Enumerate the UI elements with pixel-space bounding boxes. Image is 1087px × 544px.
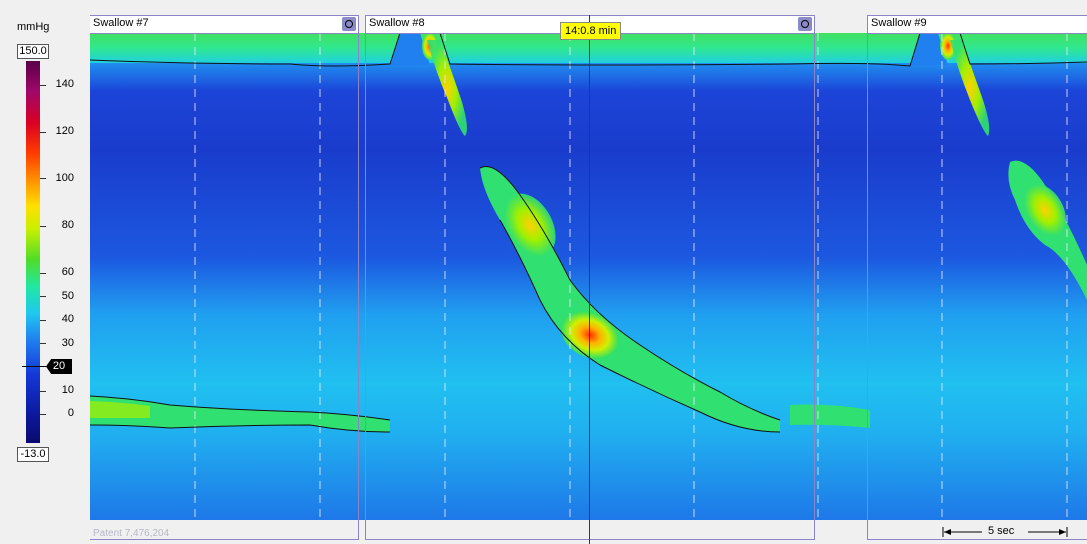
tick-label: 80	[61, 219, 74, 231]
swallow-options-button[interactable]	[342, 17, 356, 31]
scale-min-input[interactable]: -13.0	[17, 447, 49, 462]
tick-mark	[40, 320, 46, 321]
patent-notice: Patent 7,476,204	[93, 528, 170, 539]
swallow-header-9[interactable]: Swallow #9	[867, 15, 1087, 34]
swallow-options-button[interactable]	[798, 17, 812, 31]
scale-label: 5 sec	[988, 525, 1015, 537]
topography-heatmap	[90, 32, 1087, 520]
pressure-topography-plot[interactable]: Swallow #7 Swallow #8 Swallow #9 14:0.8 …	[90, 0, 1087, 544]
tick-mark	[40, 414, 46, 415]
pressure-scale-panel: mmHg 150.0 140 120 100 80 60 50 40 30 10…	[0, 0, 90, 544]
tick-mark	[40, 132, 46, 133]
tick-mark	[40, 226, 46, 227]
tick-mark	[40, 178, 46, 179]
tick-mark	[40, 273, 46, 274]
tick-mark	[40, 296, 46, 297]
tick-label: 0	[67, 407, 74, 419]
tick-label: 60	[61, 266, 74, 278]
tick-mark	[40, 391, 46, 392]
swallow-label: Swallow #7	[93, 17, 149, 29]
tick-label: 50	[61, 290, 74, 302]
swallow-label: Swallow #9	[871, 17, 927, 29]
swallow-window-7[interactable]	[90, 15, 359, 540]
scale-max-input[interactable]: 150.0	[17, 44, 49, 59]
threshold-marker-line	[22, 366, 46, 367]
tick-mark	[40, 343, 46, 344]
tick-label: 100	[55, 172, 74, 184]
tick-mark	[40, 85, 46, 86]
unit-label: mmHg	[17, 21, 50, 33]
scale-arrow-icon	[942, 527, 1068, 537]
time-cursor-label: 14:0.8 min	[560, 22, 622, 40]
time-scale-bar: 5 sec	[942, 525, 1068, 539]
tick-label: 120	[55, 125, 74, 137]
swallow-window-9[interactable]	[867, 15, 1087, 540]
tick-label: 30	[61, 337, 74, 349]
swallow-header-7[interactable]: Swallow #7	[90, 15, 359, 34]
tick-label: 10	[61, 384, 74, 396]
tick-label: 40	[61, 313, 74, 325]
swallow-label: Swallow #8	[369, 17, 425, 29]
threshold-marker[interactable]: 20	[46, 359, 72, 374]
tick-label: 140	[55, 78, 74, 90]
pressure-colorbar	[26, 61, 40, 443]
time-cursor-line[interactable]	[589, 15, 590, 544]
swallow-window-8[interactable]	[365, 15, 815, 540]
